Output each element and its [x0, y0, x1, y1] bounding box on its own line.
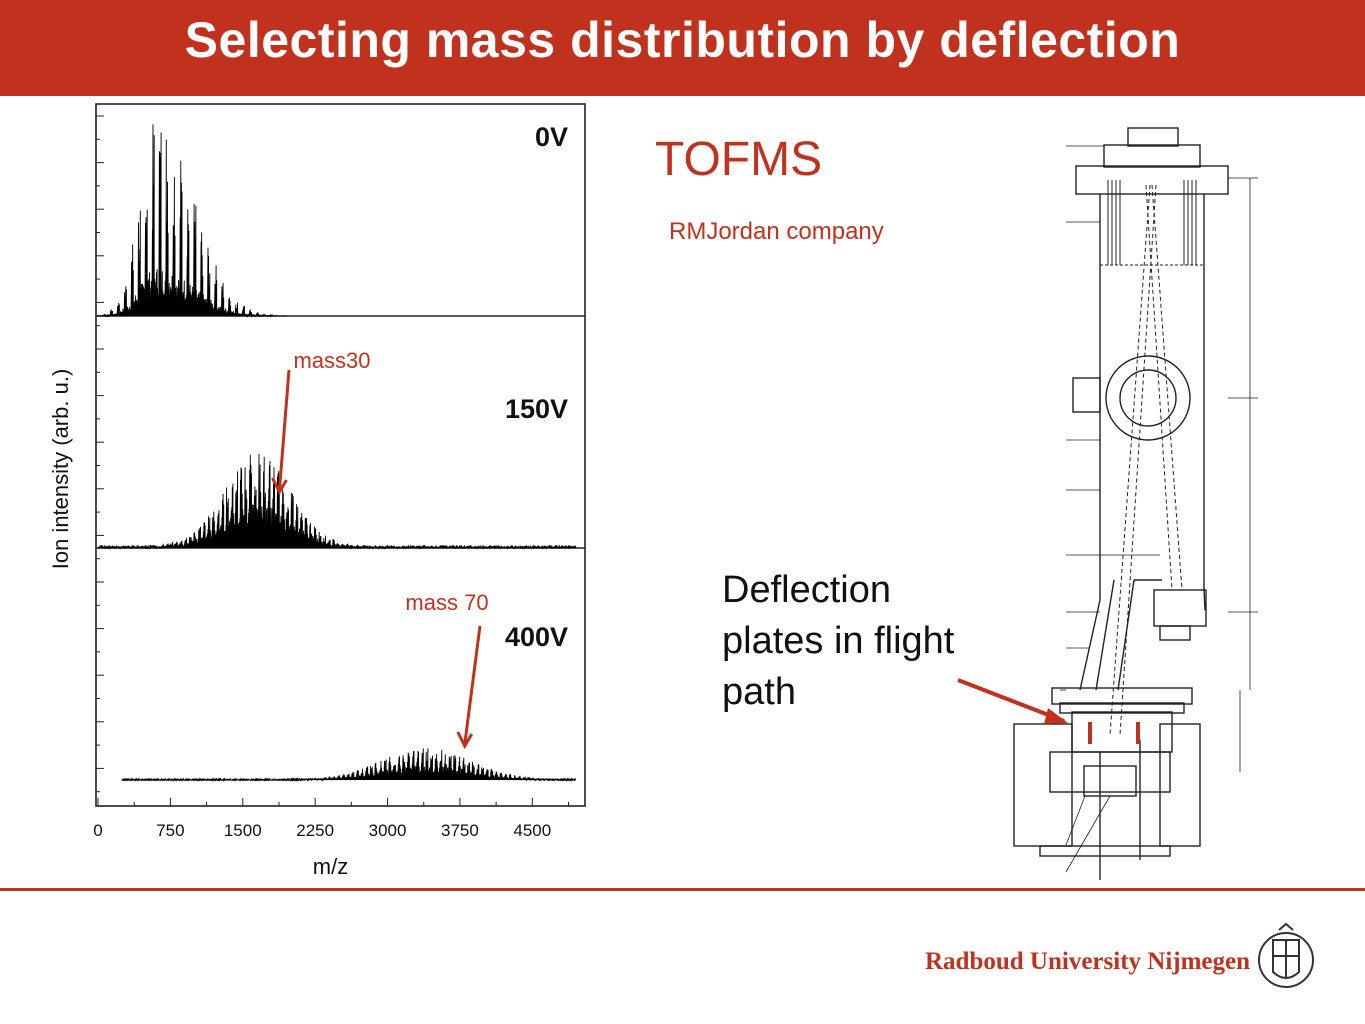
- deflection-note-line-3: path: [722, 671, 796, 713]
- x-tick-label: 4500: [513, 821, 551, 840]
- x-tick-label: 0: [93, 821, 102, 840]
- company-label: RMJordan company: [669, 218, 884, 245]
- spectrum-150V: [97, 453, 577, 550]
- deflection-note-line-1: Deflection: [722, 569, 891, 611]
- x-axis-label: m/z: [313, 854, 348, 879]
- university-seal-icon: [1258, 922, 1314, 988]
- footer-rule: [0, 888, 1365, 891]
- panel-label-400V: 400V: [505, 622, 568, 652]
- deflection-note-line-2: plates in flight: [722, 620, 955, 662]
- panel-label-0V: 0V: [535, 122, 568, 152]
- y-axis-label: Ion intensity (arb. u.): [48, 369, 73, 570]
- spectrum-400V: [121, 748, 577, 782]
- annotation-label: mass30: [293, 348, 370, 373]
- x-tick-label: 1500: [224, 821, 262, 840]
- x-tick-label: 750: [156, 821, 184, 840]
- annotation-arrowhead: [456, 731, 474, 750]
- spectrum-0V: [97, 124, 287, 318]
- annotation-arrow: [463, 625, 482, 745]
- mass-spectra-chart: 0 750 1500 2250 3000 3750 4500 m/z Ion intensity…: [48, 103, 586, 879]
- annotation-arrow: [277, 369, 291, 491]
- institution-name: Radboud University Nijmegen: [925, 948, 1251, 975]
- x-tick-label: 2250: [296, 821, 334, 840]
- plot-frame: [95, 103, 586, 807]
- instrument-title: TOFMS: [655, 133, 823, 186]
- slide-title: Selecting mass distribution by deflectio…: [184, 12, 1181, 68]
- annotation-arrowhead: [271, 477, 288, 496]
- deflection-note: Deflection plates in flight path: [722, 565, 954, 718]
- panel-label-150V: 150V: [505, 394, 568, 424]
- tofms-schematic: [1013, 127, 1258, 880]
- title-bar: [0, 0, 1365, 96]
- x-tick-label: 3750: [441, 821, 479, 840]
- x-tick-label: 3000: [369, 821, 407, 840]
- annotation-label: mass 70: [405, 590, 488, 615]
